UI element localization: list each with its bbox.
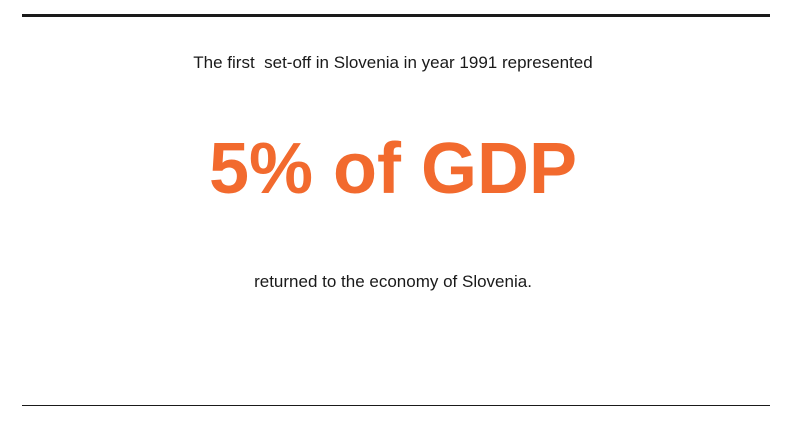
intro-text: The first set-off in Slovenia in year 19…	[193, 53, 593, 72]
bottom-rule	[22, 405, 770, 406]
top-rule	[22, 14, 770, 17]
highlight-text: 5% of GDP	[208, 129, 578, 209]
outro-text: returned to the economy of Slovenia.	[254, 272, 532, 291]
